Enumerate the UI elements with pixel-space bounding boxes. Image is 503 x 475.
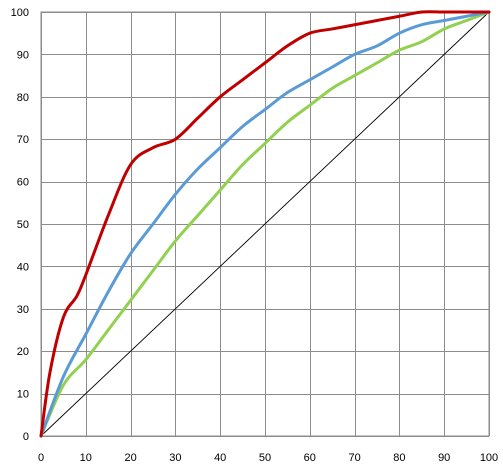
x-tick-label: 70 xyxy=(348,452,360,464)
x-tick-label: 100 xyxy=(480,452,498,464)
series-layer xyxy=(39,10,491,438)
y-tick-label: 100 xyxy=(11,7,29,19)
y-tick-label: 30 xyxy=(17,304,29,316)
plot-area-border xyxy=(40,11,490,437)
y-tick-label: 40 xyxy=(17,261,29,273)
y-tick-label: 90 xyxy=(17,49,29,61)
y-tick-label: 80 xyxy=(17,92,29,104)
y-tick-label: 50 xyxy=(17,219,29,231)
x-tick-label: 90 xyxy=(438,452,450,464)
diagonal-reference-line xyxy=(40,11,490,437)
y-tick-label: 10 xyxy=(17,389,29,401)
x-tick-label: 50 xyxy=(259,452,271,464)
y-tick-label: 70 xyxy=(17,134,29,146)
x-tick-label: 20 xyxy=(124,452,136,464)
series-line-2 xyxy=(39,10,491,438)
y-tick-label: 0 xyxy=(23,431,29,443)
y-tick-label: 20 xyxy=(17,346,29,358)
x-tick-label: 80 xyxy=(393,452,405,464)
x-axis-tick-labels: 0 10 20 30 40 50 60 70 80 90 100 xyxy=(38,452,498,464)
x-tick-label: 40 xyxy=(214,452,226,464)
x-tick-label: 60 xyxy=(304,452,316,464)
x-tick-label: 10 xyxy=(80,452,92,464)
y-tick-label: 60 xyxy=(17,177,29,189)
series-line-3 xyxy=(39,10,491,438)
y-axis-tick-labels: 0 10 20 30 40 50 60 70 80 90 100 xyxy=(11,7,29,443)
x-tick-label: 0 xyxy=(38,452,44,464)
series-line-1 xyxy=(39,10,491,438)
x-tick-label: 30 xyxy=(169,452,181,464)
